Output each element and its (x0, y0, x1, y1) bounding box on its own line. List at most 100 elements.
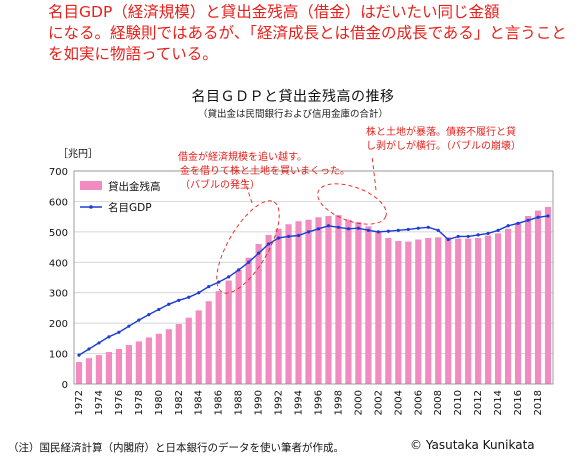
annotation-bubble: 借金が経済規模を追い越す。 金を借りて株と土地を買いまくった。 （バブルの発生） (178, 150, 353, 294)
gdp-point-1976 (117, 330, 121, 334)
gdp-point-1981 (167, 302, 171, 306)
gdp-point-2012 (476, 233, 480, 237)
loan-bar-2012 (475, 237, 482, 384)
y-tick-label-600: 600 (49, 197, 68, 208)
gdp-loan-chart: 0 100 200 300 400 500 600 700 1972 1974 1976 1978 19… (49, 125, 554, 415)
x-tick-label-1994: 1994 (294, 390, 305, 415)
x-tick-label-2002: 2002 (373, 390, 384, 415)
loan-bar-1980 (155, 333, 162, 384)
loan-bar-2010 (455, 238, 462, 384)
gdp-point-2018 (536, 215, 540, 219)
loan-bar-2000 (355, 222, 362, 384)
loan-bar-1979 (145, 337, 152, 384)
loan-bar-2013 (485, 235, 492, 384)
loan-bar-2017 (524, 216, 532, 384)
annotation-burst-line-1: 株と土地が暴落。債務不履行と貸 (366, 125, 516, 138)
footnote: （注）国民経済計算（内閣府）と日本銀行のデータを使い筆者が作成。 (8, 442, 344, 454)
gdp-point-1979 (147, 313, 151, 317)
gdp-point-2014 (496, 228, 500, 232)
loan-bar-2006 (415, 239, 422, 384)
x-tick-label-2000: 2000 (353, 390, 364, 415)
gdp-point-1996 (316, 227, 321, 231)
loan-bars (75, 206, 552, 384)
gdp-point-2010 (456, 234, 460, 239)
gdp-point-1992 (276, 236, 281, 240)
y-tick-label-100: 100 (49, 350, 68, 361)
loan-bar-2002 (375, 231, 382, 384)
loan-bar-1997 (325, 216, 332, 384)
loan-bar-1996 (315, 217, 322, 384)
loan-bar-1995 (305, 219, 312, 384)
annotation-ellipse-burst (317, 183, 387, 225)
loan-bar-2014 (495, 233, 502, 384)
unit-label: ［兆円］ (58, 148, 98, 160)
gdp-point-2008 (436, 228, 440, 232)
tick-labels: 0 100 200 300 400 500 600 700 1972 1974 1976 1978 19… (49, 167, 544, 415)
gdp-point-2011 (466, 234, 470, 239)
annotation-text-bubble: 借金が経済規模を追い越す。 金を借りて株と土地を買いまくった。 （バブルの発生） (178, 150, 353, 191)
x-tick-label-1978: 1978 (134, 390, 145, 415)
loan-bar-1987 (225, 280, 232, 384)
gdp-point-1977 (127, 324, 131, 328)
headline: 名目GDP（経済規模）と貸出金残高（借金）はだいたい同じ金額 になる。経験則では… (48, 2, 578, 65)
gdp-point-2009 (446, 237, 450, 242)
gdp-point-2017 (526, 218, 530, 222)
gdp-point-1983 (187, 295, 191, 299)
gdp-point-1993 (286, 234, 291, 239)
x-tick-label-1974: 1974 (94, 390, 105, 415)
annotation-leader-bubble (243, 177, 253, 204)
loan-bar-1983 (185, 317, 192, 384)
x-tick-label-1976: 1976 (114, 390, 125, 415)
chart-subtitle: （貸出金は民間銀行および信用金庫の合計） (197, 109, 388, 120)
gdp-point-1980 (157, 307, 161, 312)
loan-bar-1985 (205, 301, 212, 384)
gdp-line (77, 214, 550, 357)
x-tick-label-1980: 1980 (154, 390, 165, 415)
gdp-point-1978 (137, 318, 141, 322)
gdp-point-1989 (247, 260, 251, 264)
y-tick-label-400: 400 (49, 258, 68, 269)
loan-bar-2009 (445, 237, 452, 384)
loan-bar-1998 (335, 215, 342, 384)
annotation-bubble-line-3: （バブルの発生） (180, 178, 260, 191)
gdp-point-1994 (296, 233, 301, 238)
annotation-burst-line-2: し剥がしが横行。（バブルの崩壊） (366, 139, 521, 152)
gdp-series-line (78, 215, 549, 356)
gdp-point-1974 (97, 341, 101, 345)
loan-bar-1974 (95, 355, 103, 384)
x-tick-label-2018: 2018 (533, 390, 544, 415)
x-tick-label-1982: 1982 (174, 390, 185, 415)
chart-title: 名目ＧＤＰと貸出金残高の推移 (191, 89, 395, 105)
loan-bar-2007 (425, 237, 432, 384)
plot-frame (73, 170, 554, 385)
annotation-ellipse-bubble (216, 200, 280, 294)
x-tick-label-1992: 1992 (274, 390, 285, 415)
x-tick-label-2010: 2010 (453, 390, 464, 415)
gdp-point-1987 (227, 275, 231, 279)
gdp-point-2007 (426, 225, 430, 229)
loan-bar-1990 (255, 244, 262, 384)
gdp-point-1999 (346, 227, 351, 231)
loan-bar-2016 (514, 222, 522, 384)
x-tick-label-2004: 2004 (393, 390, 404, 415)
x-tick-label-1998: 1998 (333, 390, 344, 415)
x-tick-label-2006: 2006 (413, 390, 424, 415)
y-tick-label-0: 0 (62, 380, 68, 391)
gdp-point-2001 (366, 228, 370, 232)
gdp-point-1986 (217, 280, 221, 284)
x-tick-label-2014: 2014 (493, 390, 504, 415)
legend-label-loans: 貸出金残高 (108, 180, 161, 193)
gdp-point-2006 (416, 226, 420, 230)
annotation-burst: 株と土地が暴落。債務不履行と貸 し剥がしが横行。（バブルの崩壊） (317, 125, 521, 225)
annotation-bubble-line-2: 金を借りて株と土地を買いまくった。 (180, 164, 350, 177)
gdp-point-2002 (376, 230, 380, 234)
gdp-point-2016 (516, 221, 520, 225)
gdp-point-1991 (266, 242, 271, 246)
headline-line-1: 名目GDP（経済規模）と貸出金残高（借金）はだいたい同じ金額 (48, 3, 500, 21)
y-tick-label-200: 200 (49, 319, 68, 330)
annotation-text-burst: 株と土地が暴落。債務不履行と貸 し剥がしが横行。（バブルの崩壊） (366, 125, 521, 152)
legend-marker-gdp (89, 205, 93, 209)
loan-bar-2003 (385, 237, 392, 384)
loan-bar-1993 (285, 224, 292, 384)
x-tick-label-2008: 2008 (433, 390, 444, 415)
